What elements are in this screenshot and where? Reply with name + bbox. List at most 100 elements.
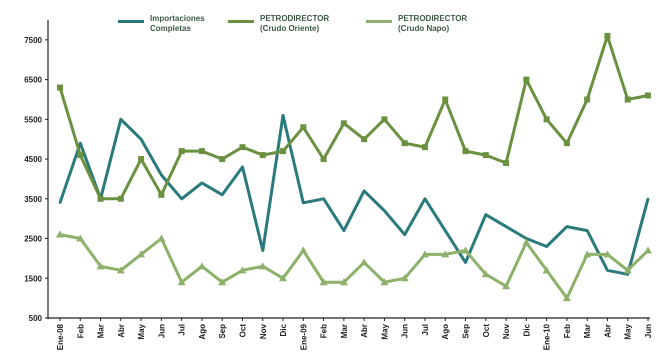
series-0-point [545,245,548,248]
series-0-point [362,189,366,193]
series-2-point [522,238,531,246]
series-2-point [603,250,612,258]
x-tick-label: Sep [218,324,227,339]
x-tick-label: Jun [157,324,166,338]
series-0-point [281,114,285,117]
series-line-0 [58,113,650,276]
series-0-point [464,261,467,264]
x-tick-label: Oct [238,324,247,338]
series-0-point [241,165,244,169]
x-tick-label: Jul [421,324,430,336]
series-2-point [441,250,450,258]
legend-swatch-importaciones [118,20,144,23]
series-1-point [645,92,651,99]
series-0-point [484,213,487,216]
series-1-point [584,96,591,103]
series-2-point [258,262,267,270]
series-2-point [380,278,389,286]
x-tick-label: Jul [178,324,187,336]
series-1-point [117,195,124,202]
series-2-point [238,266,247,274]
series-2-point [481,270,490,278]
x-tick-label: Dic [522,323,531,336]
series-2-point [583,250,592,258]
y-tick-label: 3500 [24,195,42,204]
series-0-point [160,173,163,177]
x-tick-label: Dic [279,323,288,336]
series-1-point [320,156,327,163]
x-tick-label: May [624,323,633,339]
series-1-point [97,195,104,202]
x-tick-label: Ene-08 [56,323,65,350]
series-1-point [280,148,287,155]
x-tick-label: Mar [97,324,106,338]
series-0-point [200,181,204,185]
x-tick-label: Mar [583,324,592,338]
y-tick-label: 7500 [24,36,42,45]
series-0-point [606,269,609,272]
series-1-point [604,32,611,39]
series-2-point [502,282,511,290]
x-tick-label: Sep [462,324,471,339]
series-0-point [221,193,224,197]
legend-swatch-crudo-oriente [228,20,254,23]
series-2-point [542,266,551,274]
x-tick-label: Feb [76,324,85,338]
series-2-point [76,234,85,242]
x-tick-label: Jun [401,324,410,338]
series-0-point [585,229,589,232]
y-tick-label: 5500 [24,115,42,124]
legend-swatch-crudo-napo [366,20,392,23]
y-tick-label: 6500 [24,76,42,85]
series-1-point [178,148,185,155]
x-tick-label: May [380,323,389,339]
series-0-point [504,225,508,228]
series-2-point [299,246,308,254]
series-1-point [361,136,368,143]
series-2-point [623,266,632,274]
series-0-point [180,197,183,200]
x-tick-label: Abr [603,324,612,338]
series-2-point [420,250,429,258]
series-0-point [646,197,650,200]
series-0-point [626,273,629,276]
series-1-point [57,84,63,91]
legend-item-importaciones: Importaciones Completas [118,14,205,34]
series-1-point [219,156,226,163]
series-1-point [563,140,570,147]
series-0-point [403,233,406,236]
series-2-point [218,278,227,286]
series-2-point [400,274,409,282]
series-1-point [503,160,510,167]
series-1-point [624,96,631,103]
series-2-point [197,262,206,270]
legend-label-crudo-napo: PETRODIRECTOR (Crudo Napo) [398,14,468,33]
x-tick-label: May [137,323,146,339]
series-2-point [56,230,64,238]
x-tick-label: Oct [482,324,491,338]
series-0-point [139,138,143,141]
x-tick-label: Nov [259,323,268,339]
series-1-point [239,144,246,151]
series-0-point [322,197,325,200]
y-tick-label: 2500 [24,235,42,244]
series-2-point [157,234,166,242]
x-tick-label: Feb [563,324,572,338]
series-1-point [401,140,408,147]
series-0-point [119,118,123,121]
series-1-point [442,96,449,103]
x-tick-label: Ene-09 [299,323,308,350]
y-tick-label: 4500 [24,155,42,164]
x-tick-label: Abr [117,324,126,338]
legend-item-crudo-napo: PETRODIRECTOR (Crudo Napo) [366,14,467,34]
series-2-point [461,246,470,254]
series-1-point [198,148,205,155]
series-1-point [340,120,347,127]
legend: Importaciones Completas PETRODIRECTOR (C… [0,14,656,48]
series-0-point [383,209,386,212]
series-0-point [342,229,346,232]
series-1-point [482,152,489,159]
x-tick-label: Abr [360,324,369,338]
